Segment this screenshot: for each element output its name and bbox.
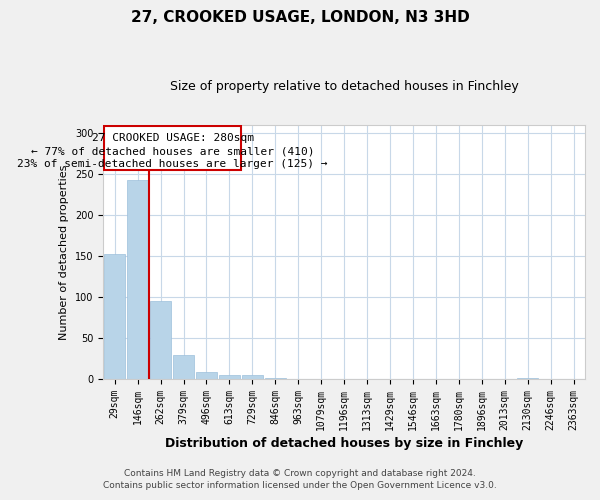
Text: 27 CROOKED USAGE: 280sqm: 27 CROOKED USAGE: 280sqm xyxy=(92,133,254,143)
Bar xyxy=(242,375,263,379)
Bar xyxy=(517,378,538,379)
Text: 27, CROOKED USAGE, LONDON, N3 3HD: 27, CROOKED USAGE, LONDON, N3 3HD xyxy=(131,10,469,25)
Bar xyxy=(104,254,125,379)
Title: Size of property relative to detached houses in Finchley: Size of property relative to detached ho… xyxy=(170,80,518,93)
X-axis label: Distribution of detached houses by size in Finchley: Distribution of detached houses by size … xyxy=(165,437,523,450)
Bar xyxy=(173,356,194,379)
Bar xyxy=(219,375,240,379)
FancyBboxPatch shape xyxy=(104,126,241,170)
Text: 23% of semi-detached houses are larger (125) →: 23% of semi-detached houses are larger (… xyxy=(17,159,328,169)
Text: Contains HM Land Registry data © Crown copyright and database right 2024.
Contai: Contains HM Land Registry data © Crown c… xyxy=(103,468,497,490)
Y-axis label: Number of detached properties: Number of detached properties xyxy=(59,164,70,340)
Text: ← 77% of detached houses are smaller (410): ← 77% of detached houses are smaller (41… xyxy=(31,146,314,156)
Bar xyxy=(150,301,171,379)
Bar xyxy=(265,378,286,379)
Bar xyxy=(196,372,217,379)
Bar xyxy=(127,180,148,379)
